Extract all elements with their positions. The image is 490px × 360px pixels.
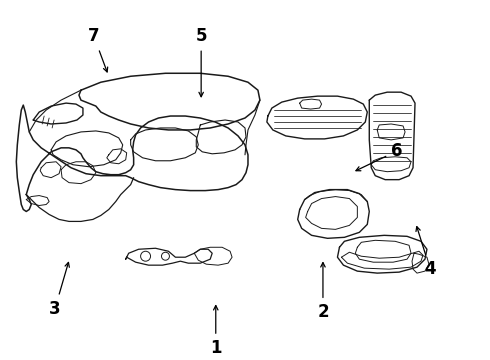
Text: 2: 2 (317, 262, 329, 321)
Text: 6: 6 (356, 142, 403, 171)
Text: 3: 3 (49, 262, 69, 318)
Text: 7: 7 (88, 27, 108, 72)
Text: 1: 1 (210, 306, 221, 357)
Text: 5: 5 (196, 27, 207, 97)
Text: 4: 4 (416, 226, 436, 278)
